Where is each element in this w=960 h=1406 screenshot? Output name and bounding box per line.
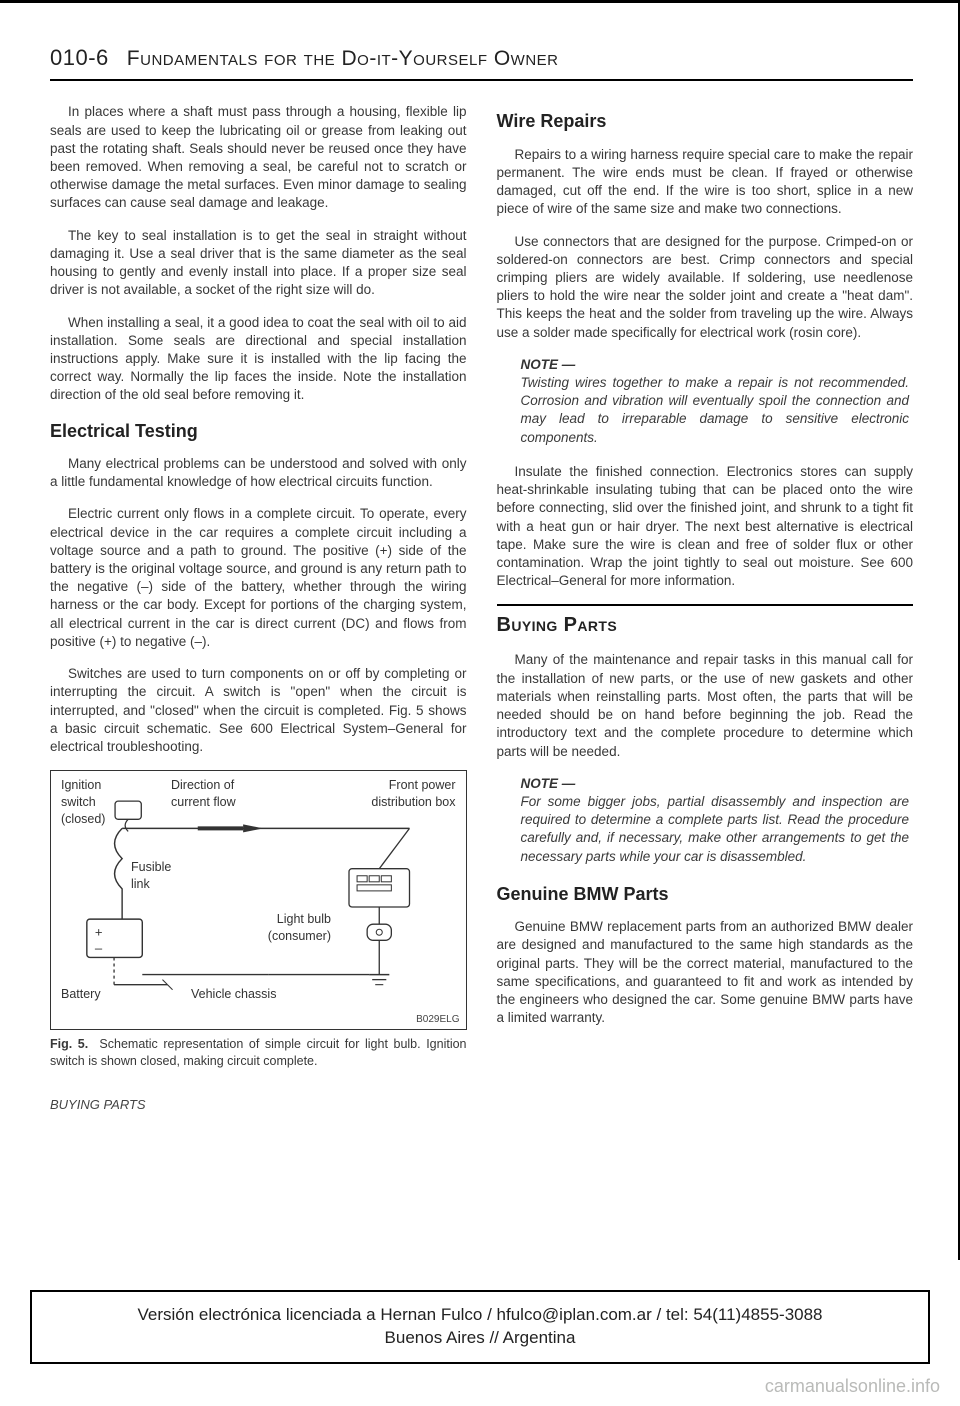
- paragraph: Insulate the finished connection. Electr…: [497, 463, 914, 591]
- right-column: Wire Repairs Repairs to a wiring harness…: [497, 103, 914, 1113]
- section-heading-wire: Wire Repairs: [497, 109, 914, 133]
- section-heading-genuine: Genuine BMW Parts: [497, 882, 914, 906]
- paragraph: Many electrical problems can be understo…: [50, 455, 467, 491]
- major-heading-buying: Buying Parts: [497, 604, 914, 639]
- left-column: In places where a shaft must pass throug…: [50, 103, 467, 1113]
- note-text: Twisting wires together to make a repair…: [521, 374, 910, 447]
- fig-label-fusible: Fusible link: [131, 859, 186, 893]
- paragraph: When installing a seal, it a good idea t…: [50, 314, 467, 405]
- page: 010-6 Fundamentals for the Do-it-Yoursel…: [0, 0, 960, 1260]
- page-number: 010-6: [50, 43, 109, 73]
- fig-label-ignition: Ignition switch (closed): [61, 777, 131, 828]
- fig-label-chassis: Vehicle chassis: [191, 986, 276, 1003]
- fig-label-bulb: Light bulb (consumer): [251, 911, 331, 945]
- page-title: Fundamentals for the Do-it-Yourself Owne…: [127, 45, 559, 73]
- paragraph: In places where a shaft must pass throug…: [50, 103, 467, 212]
- paragraph: The key to seal installation is to get t…: [50, 227, 467, 300]
- paragraph: Genuine BMW replacement parts from an au…: [497, 918, 914, 1027]
- figure-code: B029ELG: [416, 1013, 459, 1027]
- paragraph: Use connectors that are designed for the…: [497, 233, 914, 342]
- note-block: NOTE — Twisting wires together to make a…: [517, 356, 914, 447]
- svg-text:–: –: [95, 941, 103, 956]
- figure-caption-text: Schematic representation of simple circu…: [50, 1037, 467, 1068]
- figure-caption: Fig. 5. Schematic representation of simp…: [50, 1036, 467, 1070]
- license-line-2: Buenos Aires // Argentina: [40, 1327, 920, 1350]
- paragraph: Electric current only flows in a complet…: [50, 505, 467, 651]
- figure-caption-label: Fig. 5.: [50, 1037, 88, 1051]
- content-columns: In places where a shaft must pass throug…: [50, 103, 913, 1113]
- license-box: Versión electrónica licenciada a Hernan …: [30, 1290, 930, 1364]
- note-block: NOTE — For some bigger jobs, partial dis…: [517, 775, 914, 866]
- footer-section-label: BUYING PARTS: [50, 1096, 467, 1114]
- watermark: carmanualsonline.info: [0, 1374, 960, 1406]
- figure-5: + –: [50, 770, 467, 1030]
- note-label: NOTE —: [521, 356, 910, 374]
- svg-text:+: +: [95, 924, 103, 939]
- fig-label-battery: Battery: [61, 986, 101, 1003]
- paragraph: Many of the maintenance and repair tasks…: [497, 651, 914, 760]
- section-heading-electrical: Electrical Testing: [50, 419, 467, 443]
- fig-label-direction: Direction of current flow: [171, 777, 251, 811]
- note-text: For some bigger jobs, partial disassembl…: [521, 793, 910, 866]
- paragraph: Repairs to a wiring harness require spec…: [497, 146, 914, 219]
- page-header: 010-6 Fundamentals for the Do-it-Yoursel…: [50, 43, 913, 81]
- paragraph: Switches are used to turn components on …: [50, 665, 467, 756]
- fig-label-front: Front power distribution box: [366, 777, 456, 811]
- license-line-1: Versión electrónica licenciada a Hernan …: [40, 1304, 920, 1327]
- note-label: NOTE —: [521, 775, 910, 793]
